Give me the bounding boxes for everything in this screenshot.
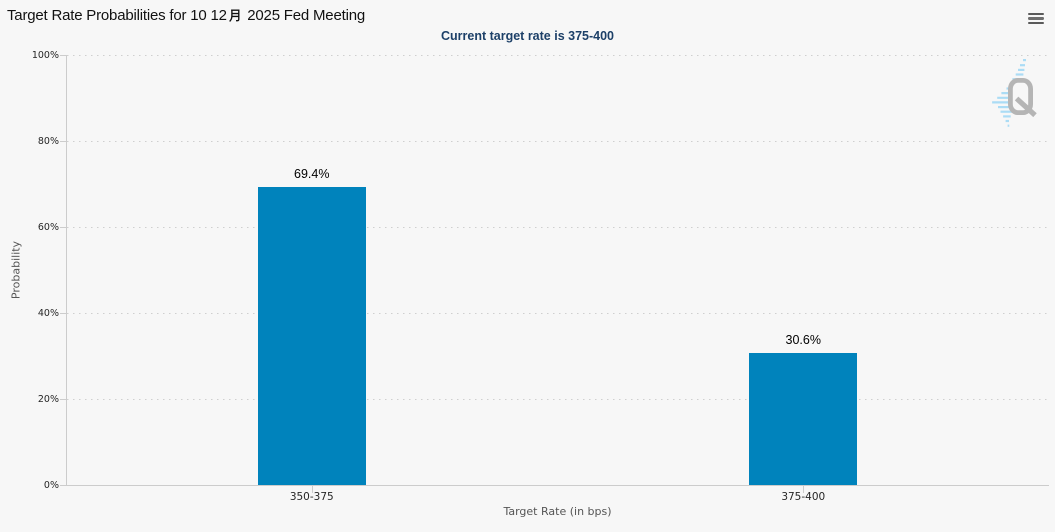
x-category-label: 375-400 (781, 491, 826, 503)
y-axis-line (66, 55, 67, 485)
chart-context-menu-button[interactable] (1027, 12, 1044, 25)
x-axis-tick (803, 486, 805, 493)
y-gridline (67, 55, 1049, 56)
y-axis-tick (60, 141, 66, 142)
hamburger-icon-bar-top (1027, 12, 1044, 15)
bar-350-375[interactable] (257, 186, 366, 485)
bar-375-400[interactable] (749, 353, 858, 485)
y-axis-tick (60, 55, 66, 56)
y-axis-tick (60, 313, 66, 314)
y-tick-label: 100% (31, 50, 59, 61)
y-gridline (67, 141, 1049, 142)
y-tick-label: 80% (37, 136, 59, 147)
bar-value-label: 30.6% (785, 333, 821, 348)
x-category-label: 350-375 (289, 491, 334, 503)
chart-title: Target Rate Probabilities for 10 12 2025… (7, 7, 365, 24)
x-axis-title: Target Rate (in bps) (503, 505, 612, 518)
y-gridline (67, 313, 1049, 314)
y-axis-title: Probability (9, 240, 23, 300)
chart-title-text-before: Target Rate Probabilities for 10 12 (7, 7, 227, 24)
bar-value-label: 69.4% (294, 166, 330, 181)
x-axis-line (66, 485, 1049, 486)
month-kanji-glyph (228, 8, 240, 22)
y-gridline (67, 399, 1049, 400)
chart-subtitle: Current target rate is 375-400 (441, 29, 614, 43)
y-tick-label: 40% (37, 308, 59, 319)
y-tick-label: 0% (43, 480, 59, 491)
hamburger-icon-bar-middle (1027, 17, 1044, 20)
y-gridline (67, 227, 1049, 228)
hamburger-icon-bar-bottom (1027, 22, 1044, 25)
chart-title-text-after: 2025 Fed Meeting (243, 7, 365, 24)
y-axis-tick (60, 485, 66, 486)
x-axis-tick (311, 486, 313, 493)
y-axis-tick (60, 399, 66, 400)
quikstrike-watermark-logo (992, 58, 1037, 127)
y-axis-tick (60, 227, 66, 228)
y-tick-label: 60% (37, 222, 59, 233)
y-tick-label: 20% (37, 394, 59, 405)
